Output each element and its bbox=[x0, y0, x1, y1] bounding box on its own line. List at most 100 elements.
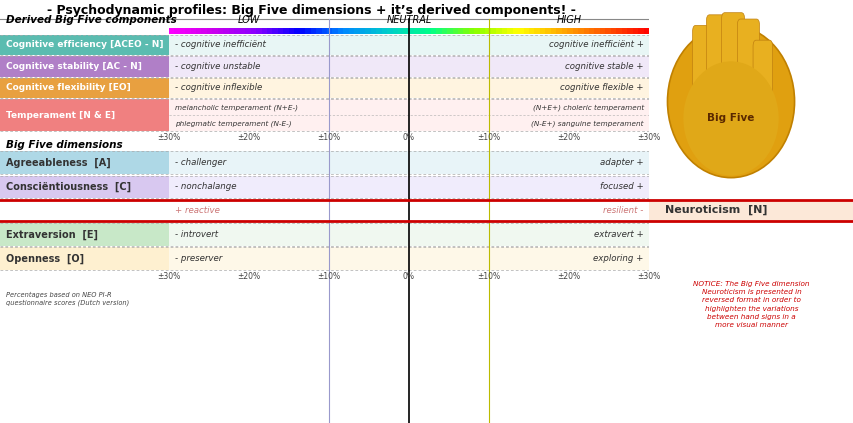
FancyBboxPatch shape bbox=[518, 28, 523, 34]
Ellipse shape bbox=[667, 25, 793, 178]
Text: Temperament [N & E]: Temperament [N & E] bbox=[6, 111, 115, 120]
FancyBboxPatch shape bbox=[463, 28, 468, 34]
FancyBboxPatch shape bbox=[452, 28, 457, 34]
FancyBboxPatch shape bbox=[479, 28, 485, 34]
Text: Consciëntiousness  [C]: Consciëntiousness [C] bbox=[6, 182, 131, 192]
Text: ±10%: ±10% bbox=[477, 132, 500, 142]
Text: (N+E+) choleric temperament: (N+E+) choleric temperament bbox=[532, 104, 643, 111]
FancyBboxPatch shape bbox=[457, 28, 463, 34]
Text: ±10%: ±10% bbox=[477, 272, 500, 281]
Text: - Psychodynamic profiles: Big Five dimensions + it’s derived components! -: - Psychodynamic profiles: Big Five dimen… bbox=[47, 4, 575, 16]
Text: - preserver: - preserver bbox=[175, 254, 223, 264]
Text: resilient -: resilient - bbox=[603, 206, 643, 215]
Text: ±20%: ±20% bbox=[557, 132, 580, 142]
FancyBboxPatch shape bbox=[473, 28, 479, 34]
FancyBboxPatch shape bbox=[648, 200, 853, 221]
FancyBboxPatch shape bbox=[169, 28, 174, 34]
FancyBboxPatch shape bbox=[179, 28, 185, 34]
FancyBboxPatch shape bbox=[0, 56, 169, 77]
FancyBboxPatch shape bbox=[752, 40, 772, 121]
Text: focused +: focused + bbox=[600, 182, 643, 192]
Text: NEUTRAL: NEUTRAL bbox=[386, 15, 431, 25]
FancyBboxPatch shape bbox=[599, 28, 605, 34]
FancyBboxPatch shape bbox=[643, 28, 648, 34]
Text: + reactive: + reactive bbox=[175, 206, 220, 215]
FancyBboxPatch shape bbox=[206, 28, 212, 34]
FancyBboxPatch shape bbox=[507, 28, 512, 34]
Text: Big Five dimensions: Big Five dimensions bbox=[6, 140, 122, 150]
FancyBboxPatch shape bbox=[283, 28, 288, 34]
FancyBboxPatch shape bbox=[430, 28, 436, 34]
FancyBboxPatch shape bbox=[512, 28, 518, 34]
FancyBboxPatch shape bbox=[572, 28, 577, 34]
Text: (N-E+) sanguine temperament: (N-E+) sanguine temperament bbox=[531, 120, 643, 126]
FancyBboxPatch shape bbox=[0, 151, 169, 174]
Text: 0%: 0% bbox=[403, 272, 415, 281]
Text: ±10%: ±10% bbox=[317, 132, 340, 142]
FancyBboxPatch shape bbox=[288, 28, 294, 34]
FancyBboxPatch shape bbox=[169, 151, 648, 174]
FancyBboxPatch shape bbox=[420, 28, 425, 34]
Text: - cognitive inefficiënt: - cognitive inefficiënt bbox=[175, 40, 266, 49]
FancyBboxPatch shape bbox=[589, 28, 594, 34]
FancyBboxPatch shape bbox=[310, 28, 316, 34]
FancyBboxPatch shape bbox=[338, 28, 343, 34]
FancyBboxPatch shape bbox=[354, 28, 359, 34]
Text: ±20%: ±20% bbox=[557, 272, 580, 281]
FancyBboxPatch shape bbox=[169, 99, 648, 131]
FancyBboxPatch shape bbox=[632, 28, 637, 34]
Text: Cognitive stability [AC - N]: Cognitive stability [AC - N] bbox=[6, 62, 142, 71]
Text: 0%: 0% bbox=[403, 132, 415, 142]
FancyBboxPatch shape bbox=[375, 28, 381, 34]
FancyBboxPatch shape bbox=[550, 28, 555, 34]
FancyBboxPatch shape bbox=[169, 200, 648, 221]
FancyBboxPatch shape bbox=[277, 28, 283, 34]
FancyBboxPatch shape bbox=[566, 28, 572, 34]
FancyBboxPatch shape bbox=[0, 200, 169, 221]
FancyBboxPatch shape bbox=[692, 25, 713, 121]
Text: NOTICE: The Big Five dimension
Neuroticism is presented in
reversed format in or: NOTICE: The Big Five dimension Neurotici… bbox=[693, 281, 809, 328]
FancyBboxPatch shape bbox=[610, 28, 616, 34]
FancyBboxPatch shape bbox=[343, 28, 349, 34]
FancyBboxPatch shape bbox=[409, 28, 414, 34]
Text: Cognitive flexibility [EO]: Cognitive flexibility [EO] bbox=[6, 83, 131, 93]
FancyBboxPatch shape bbox=[212, 28, 218, 34]
Text: ±30%: ±30% bbox=[636, 132, 660, 142]
FancyBboxPatch shape bbox=[0, 176, 169, 198]
Text: Neuroticism  [N]: Neuroticism [N] bbox=[664, 205, 767, 215]
FancyBboxPatch shape bbox=[223, 28, 229, 34]
FancyBboxPatch shape bbox=[441, 28, 447, 34]
Text: ±30%: ±30% bbox=[157, 272, 180, 281]
FancyBboxPatch shape bbox=[256, 28, 261, 34]
FancyBboxPatch shape bbox=[403, 28, 409, 34]
FancyBboxPatch shape bbox=[485, 28, 490, 34]
Text: HIGH: HIGH bbox=[556, 15, 581, 25]
FancyBboxPatch shape bbox=[370, 28, 375, 34]
FancyBboxPatch shape bbox=[736, 19, 758, 121]
FancyBboxPatch shape bbox=[305, 28, 310, 34]
FancyBboxPatch shape bbox=[174, 28, 179, 34]
FancyBboxPatch shape bbox=[240, 28, 245, 34]
Text: cognitive flexible +: cognitive flexible + bbox=[560, 83, 643, 93]
Text: ±30%: ±30% bbox=[636, 272, 660, 281]
FancyBboxPatch shape bbox=[169, 56, 648, 77]
FancyBboxPatch shape bbox=[381, 28, 386, 34]
FancyBboxPatch shape bbox=[397, 28, 403, 34]
FancyBboxPatch shape bbox=[299, 28, 305, 34]
Text: - cognitive inflexible: - cognitive inflexible bbox=[175, 83, 262, 93]
FancyBboxPatch shape bbox=[0, 223, 169, 246]
FancyBboxPatch shape bbox=[621, 28, 626, 34]
FancyBboxPatch shape bbox=[425, 28, 430, 34]
FancyBboxPatch shape bbox=[359, 28, 365, 34]
FancyBboxPatch shape bbox=[501, 28, 507, 34]
FancyBboxPatch shape bbox=[267, 28, 272, 34]
Text: Derived Big Five components: Derived Big Five components bbox=[6, 15, 177, 25]
FancyBboxPatch shape bbox=[196, 28, 201, 34]
FancyBboxPatch shape bbox=[169, 247, 648, 270]
FancyBboxPatch shape bbox=[414, 28, 420, 34]
Text: - cognitive unstable: - cognitive unstable bbox=[175, 62, 260, 71]
FancyBboxPatch shape bbox=[496, 28, 501, 34]
FancyBboxPatch shape bbox=[392, 28, 397, 34]
FancyBboxPatch shape bbox=[169, 223, 648, 246]
Text: ±20%: ±20% bbox=[237, 132, 260, 142]
